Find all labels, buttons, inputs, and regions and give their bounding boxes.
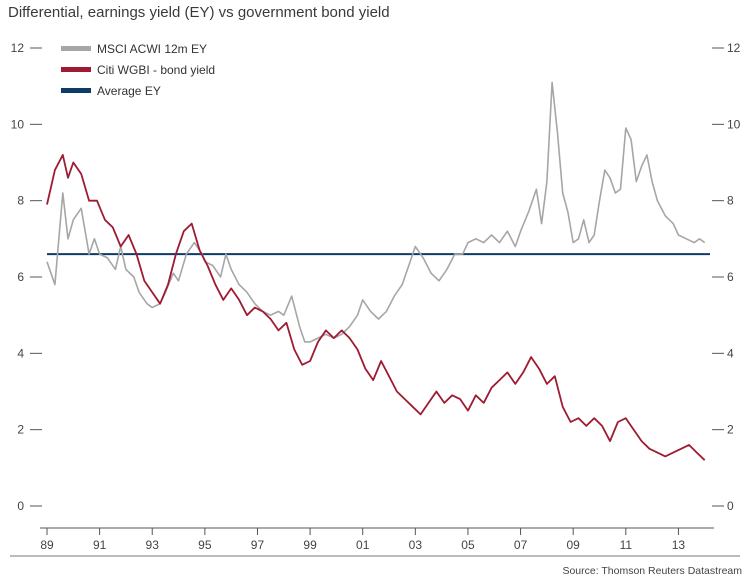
x-tick-label: 93 xyxy=(146,538,160,552)
x-tick-label: 95 xyxy=(198,538,212,552)
x-tick-label: 89 xyxy=(40,538,54,552)
legend-item-msci-swatch xyxy=(61,46,91,51)
y-tick-label-left: 6 xyxy=(17,270,24,284)
y-tick-label-right: 0 xyxy=(727,499,734,513)
source-note: Source: Thomson Reuters Datastream xyxy=(562,565,742,577)
y-tick-label-right: 6 xyxy=(727,270,734,284)
chart-title: Differential, earnings yield (EY) vs gov… xyxy=(8,4,390,21)
y-tick-label-left: 2 xyxy=(17,423,24,437)
y-tick-label-right: 8 xyxy=(727,194,734,208)
legend-item-msci-label: MSCI ACWI 12m EY xyxy=(97,42,207,56)
x-tick-label: 03 xyxy=(409,538,423,552)
legend-item-citi-label: Citi WGBI - bond yield xyxy=(97,63,215,77)
y-tick-label-left: 4 xyxy=(17,346,24,360)
y-tick-label-right: 2 xyxy=(727,423,734,437)
msci-acwi-ey-line xyxy=(46,81,706,343)
y-tick-label-left: 0 xyxy=(17,499,24,513)
x-tick-label: 01 xyxy=(356,538,370,552)
x-tick-label: 09 xyxy=(567,538,581,552)
x-tick-label: 99 xyxy=(303,538,317,552)
x-tick-label: 91 xyxy=(93,538,107,552)
x-tick-label: 05 xyxy=(461,538,475,552)
y-tick-label-right: 12 xyxy=(727,41,741,55)
y-tick-label-left: 10 xyxy=(11,117,25,131)
legend-item-average-label: Average EY xyxy=(97,84,161,98)
x-tick-label: 11 xyxy=(620,538,633,552)
y-tick-label-right: 4 xyxy=(727,346,734,360)
x-tick-label: 97 xyxy=(251,538,265,552)
legend-item-average-swatch xyxy=(61,88,91,93)
y-tick-label-right: 10 xyxy=(727,117,741,131)
x-tick-label: 07 xyxy=(514,538,528,552)
y-tick-label-left: 8 xyxy=(17,194,24,208)
legend-item-citi-swatch xyxy=(61,67,91,72)
citi-wgbi-bond-yield-line xyxy=(46,154,706,461)
y-tick-label-left: 12 xyxy=(11,41,25,55)
x-tick-label: 13 xyxy=(672,538,686,552)
